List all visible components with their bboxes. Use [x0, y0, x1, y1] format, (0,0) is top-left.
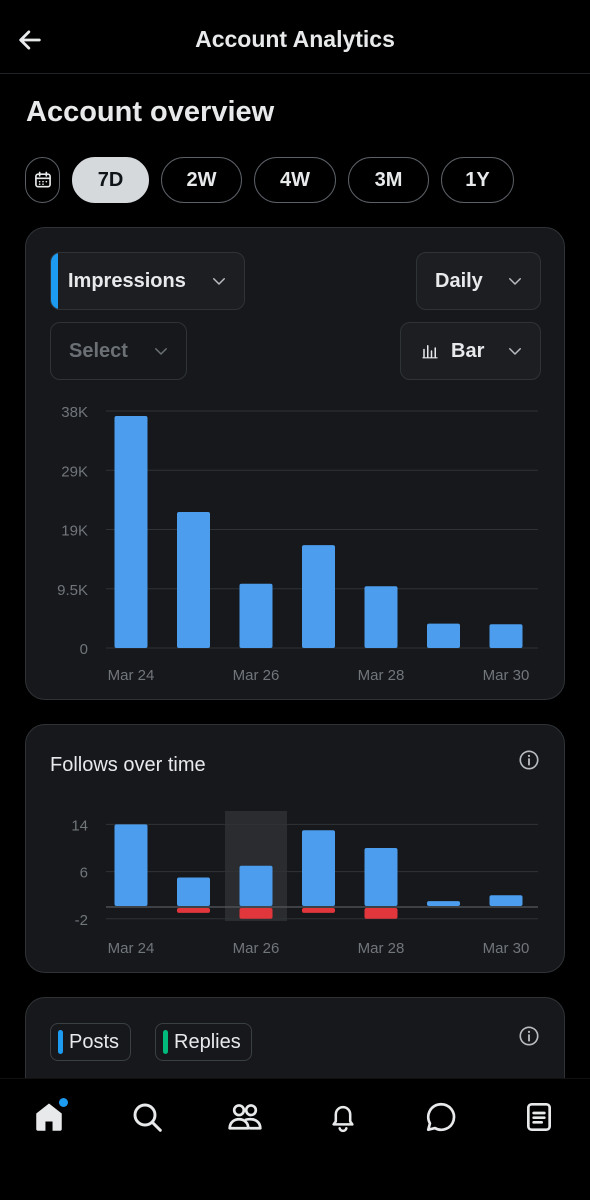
interval-label: Daily [435, 269, 483, 292]
x-tick-label: Mar 30 [483, 940, 530, 957]
unfollow-bar-mar-28 [364, 908, 398, 919]
x-tick-label: Mar 24 [108, 667, 155, 684]
y-tick-label: 19K [61, 523, 88, 540]
x-tick-label: Mar 24 [108, 940, 155, 957]
bar-mar-26 [239, 583, 273, 648]
top-bar: Account Analytics [0, 0, 590, 74]
home-icon [36, 1103, 62, 1131]
follow-bar-mar-29 [427, 901, 460, 906]
bar-mar-29 [427, 623, 460, 648]
x-tick-label: Mar 28 [358, 667, 405, 684]
bar-chart-icon [421, 342, 439, 360]
chip-replies[interactable]: Replies [155, 1023, 252, 1061]
card-title: Follows over time [50, 754, 206, 776]
notification-dot [59, 1098, 68, 1107]
search-icon [133, 1103, 162, 1132]
x-tick-label: Mar 26 [233, 940, 280, 957]
follows-card: Follows over time 14 6 -2 Mar 24 Mar 26 Mar 2… [25, 724, 565, 973]
range-1y[interactable]: 1Y [441, 157, 514, 203]
follow-bar-mar-28 [364, 848, 398, 906]
follow-bar-mar-24 [114, 824, 148, 906]
info-icon[interactable] [518, 1025, 540, 1047]
unfollow-bar-mar-27 [302, 908, 335, 913]
chevron-down-icon [152, 342, 170, 360]
bar-mar-28 [364, 586, 398, 648]
tab-lists[interactable] [515, 1093, 563, 1141]
calendar-icon [34, 171, 51, 188]
unfollow-bar-mar-26 [239, 908, 273, 919]
tab-communities[interactable] [221, 1093, 269, 1141]
notifications-icon [332, 1105, 354, 1133]
y-tick-label: 6 [80, 865, 88, 882]
metric-label: Impressions [68, 269, 186, 292]
y-tick-label: 0 [80, 641, 88, 658]
chart-type-label: Bar [451, 339, 485, 362]
chart-type-dropdown[interactable]: Bar [400, 322, 541, 380]
y-tick-label: 14 [71, 817, 88, 834]
back-button[interactable] [12, 22, 48, 58]
bar-mar-30 [489, 624, 523, 648]
calendar-button[interactable] [25, 157, 60, 203]
bar-mar-24 [114, 415, 148, 648]
tab-messages[interactable] [417, 1093, 465, 1141]
compare-dropdown[interactable]: Select [50, 322, 187, 380]
y-tick-label: -2 [75, 912, 88, 929]
communities-icon [228, 1104, 262, 1130]
y-tick-label: 38K [61, 404, 88, 421]
posts-color-marker [58, 1030, 63, 1054]
page-title: Account Analytics [195, 26, 395, 52]
chip-label: Replies [174, 1030, 241, 1053]
messages-icon [426, 1102, 456, 1132]
bar-mar-27 [302, 545, 335, 648]
chevron-down-icon [506, 272, 524, 290]
metric-dropdown[interactable]: Impressions [50, 252, 245, 310]
tab-search[interactable] [123, 1093, 171, 1141]
chevron-down-icon [210, 272, 228, 290]
follow-bar-mar-27 [302, 830, 335, 906]
range-selector: 7D 2W 4W 3M 1Y [25, 157, 514, 203]
interval-dropdown[interactable]: Daily [416, 252, 541, 310]
range-7d[interactable]: 7D [72, 157, 149, 203]
lists-icon [527, 1103, 551, 1131]
y-tick-label: 29K [61, 463, 88, 480]
x-tick-label: Mar 30 [483, 667, 530, 684]
replies-color-marker [163, 1030, 168, 1054]
impressions-chart: 38K 29K 19K 9.5K 0 Mar 24 Mar 26 Mar 28 Mar 30 [57, 404, 538, 684]
y-tick-label: 9.5K [57, 582, 88, 599]
follow-bar-mar-26 [239, 865, 273, 906]
arrow-left-icon [19, 30, 41, 50]
metric-color-marker [51, 253, 58, 309]
follow-bar-mar-25 [177, 877, 210, 906]
follows-chart: 14 6 -2 Mar 24 Mar 26 Mar 28 Mar 30 [71, 811, 538, 957]
range-3m[interactable]: 3M [348, 157, 429, 203]
bottom-tab-bar [0, 1078, 590, 1200]
bar-mar-25 [177, 512, 210, 648]
chevron-down-icon [506, 342, 524, 360]
compare-placeholder: Select [69, 339, 128, 362]
section-heading: Account overview [26, 96, 275, 128]
impressions-card: Impressions Daily Select Bar 38K 29K 19K 9.… [25, 227, 565, 700]
x-tick-label: Mar 26 [233, 667, 280, 684]
tab-notifications[interactable] [319, 1093, 367, 1141]
chip-posts[interactable]: Posts [50, 1023, 131, 1061]
range-4w[interactable]: 4W [254, 157, 336, 203]
tab-home[interactable] [25, 1093, 73, 1141]
range-2w[interactable]: 2W [161, 157, 242, 203]
unfollow-bar-mar-25 [177, 908, 210, 913]
follow-bar-mar-30 [489, 895, 523, 906]
x-tick-label: Mar 28 [358, 940, 405, 957]
info-icon[interactable] [518, 749, 540, 771]
chip-label: Posts [69, 1030, 120, 1053]
